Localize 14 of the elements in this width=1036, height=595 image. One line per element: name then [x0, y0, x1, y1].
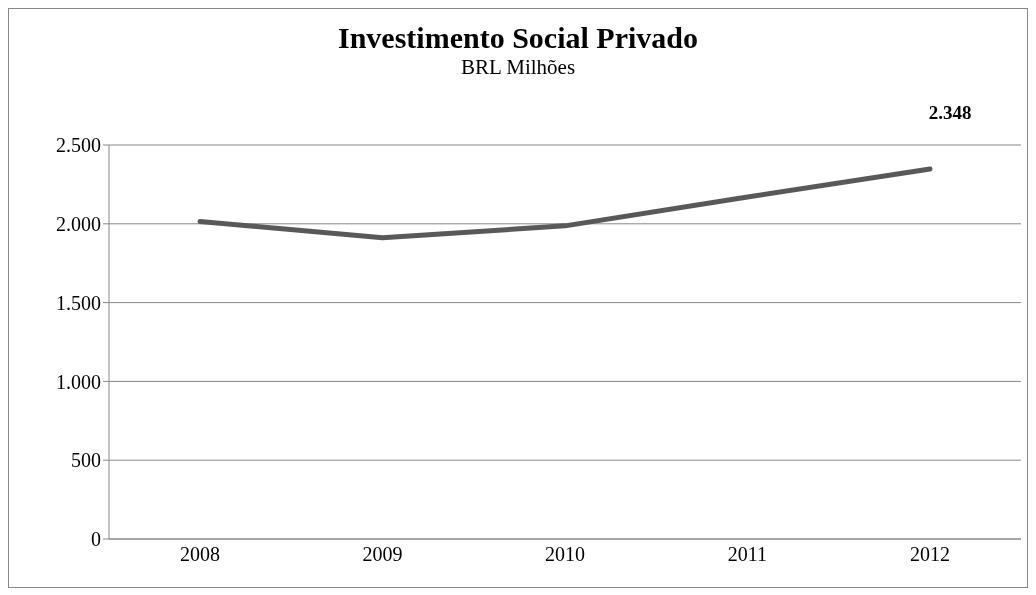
data-label: 2.348	[928, 101, 972, 123]
y-tick-label: 1.000	[56, 370, 101, 393]
y-tick-label: 2.500	[56, 134, 101, 157]
y-tick-label: 1.500	[56, 291, 101, 314]
y-tick-label: 500	[71, 449, 101, 472]
y-tick-label: 2.000	[56, 212, 101, 235]
chart-subtitle: BRL Milhões	[459, 55, 577, 80]
y-tick-label: 0	[91, 528, 101, 551]
x-tick-label: 2009	[362, 543, 403, 566]
x-tick-label: 2008	[180, 543, 220, 566]
x-tick-label: 2011	[727, 543, 768, 566]
x-tick-label: 2012	[910, 543, 950, 566]
chart-title: Investimento Social Privado	[337, 21, 699, 55]
x-tick-label: 2010	[545, 543, 585, 566]
